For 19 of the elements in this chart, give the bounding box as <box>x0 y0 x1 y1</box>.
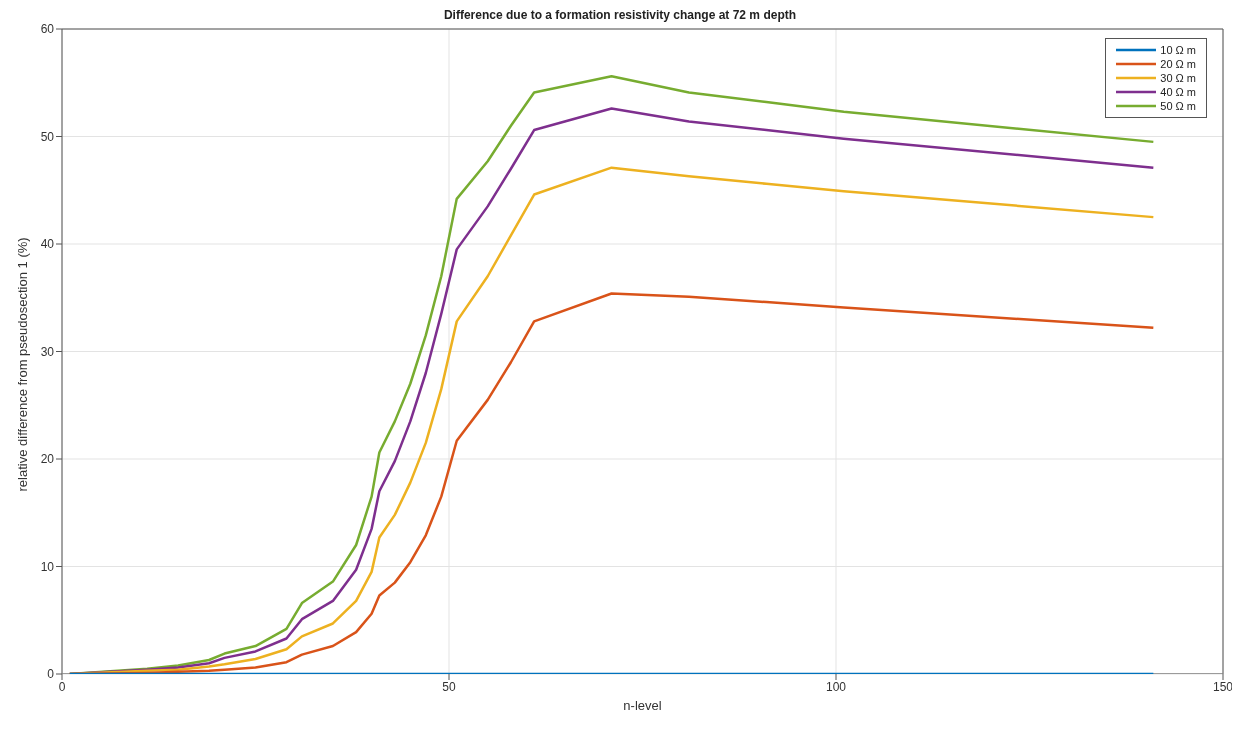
legend-label: 50 Ω m <box>1160 99 1196 113</box>
y-tick-label: 20 <box>40 452 55 467</box>
x-tick-label: 100 <box>825 679 847 694</box>
legend-label: 30 Ω m <box>1160 71 1196 85</box>
y-tick-label: 60 <box>40 22 55 37</box>
y-tick-label: 40 <box>40 237 55 252</box>
y-axis-title: relative difference from pseudosection 1 (%) <box>14 237 30 492</box>
legend-label: 20 Ω m <box>1160 57 1196 71</box>
y-tick-label: 0 <box>47 667 55 682</box>
y-tick-label: 50 <box>40 129 55 144</box>
legend-label: 10 Ω m <box>1160 43 1196 57</box>
y-tick-label: 30 <box>40 344 55 359</box>
y-tick-label: 10 <box>40 559 55 574</box>
legend-label: 40 Ω m <box>1160 85 1196 99</box>
x-tick-label: 0 <box>58 679 66 694</box>
chart-title: Difference due to a formation resistivity change at 72 m depth <box>442 8 798 24</box>
x-axis-title: n-level <box>623 698 662 713</box>
x-tick-label: 50 <box>442 679 456 694</box>
x-tick-label: 150 <box>1212 679 1234 694</box>
